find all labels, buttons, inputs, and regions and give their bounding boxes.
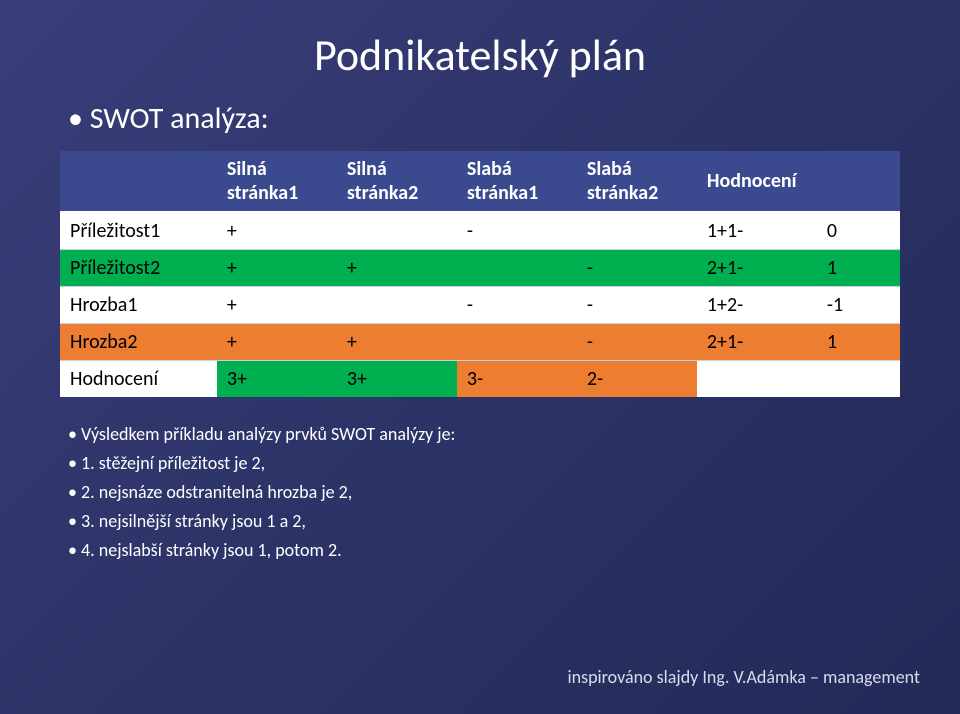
table-cell xyxy=(457,250,577,287)
table-row: Příležitost2++-2+1-1 xyxy=(60,250,900,287)
table-cell: - xyxy=(457,287,577,324)
results-item: 4. nejslabší stránky jsou 1, potom 2. xyxy=(68,537,900,564)
slide-container: Podnikatelský plán SWOT analýza: Silná s… xyxy=(0,0,960,714)
table-header-cell xyxy=(60,151,217,212)
table-row: Hodnocení3+3+3-2- xyxy=(60,361,900,398)
table-cell: + xyxy=(217,324,337,361)
table-header-cell: Slabá stránka2 xyxy=(577,151,697,212)
table-cell: 1 xyxy=(817,324,900,361)
results-item: 2. nejsnáze odstranitelná hrozba je 2, xyxy=(68,479,900,506)
table-cell: 3+ xyxy=(217,361,337,398)
table-cell xyxy=(337,212,457,250)
table-cell: Příležitost2 xyxy=(60,250,217,287)
table-header-cell: Slabá stránka1 xyxy=(457,151,577,212)
table-cell: - xyxy=(457,212,577,250)
table-header-cell xyxy=(817,151,900,212)
results-lead: Výsledkem příkladu analýzy prvků SWOT an… xyxy=(68,421,900,448)
table-cell xyxy=(817,361,900,398)
table-cell: 0 xyxy=(817,212,900,250)
table-cell: 2+1- xyxy=(697,324,817,361)
table-cell xyxy=(457,324,577,361)
table-cell: + xyxy=(217,250,337,287)
table-cell: Příležitost1 xyxy=(60,212,217,250)
table-cell: - xyxy=(577,287,697,324)
table-header-cell: Hodnocení xyxy=(697,151,817,212)
table-cell: + xyxy=(217,212,337,250)
swot-table-head: Silná stránka1Silná stránka2Slabá stránk… xyxy=(60,151,900,212)
table-cell: Hrozba1 xyxy=(60,287,217,324)
results-block: Výsledkem příkladu analýzy prvků SWOT an… xyxy=(60,421,900,564)
table-cell: + xyxy=(217,287,337,324)
table-cell: -1 xyxy=(817,287,900,324)
table-cell: 3- xyxy=(457,361,577,398)
table-cell xyxy=(577,212,697,250)
footer-citation: inspirováno slajdy Ing. V.Adámka – manag… xyxy=(567,666,920,688)
table-row: Hrozba2++-2+1-1 xyxy=(60,324,900,361)
table-cell: - xyxy=(577,324,697,361)
table-cell: 2- xyxy=(577,361,697,398)
table-cell: Hodnocení xyxy=(60,361,217,398)
slide-subtitle: SWOT analýza: xyxy=(68,100,900,137)
table-cell: 1 xyxy=(817,250,900,287)
table-cell: Hrozba2 xyxy=(60,324,217,361)
swot-table: Silná stránka1Silná stránka2Slabá stránk… xyxy=(60,151,900,397)
table-cell xyxy=(697,361,817,398)
table-row: Příležitost1+ - 1+1-0 xyxy=(60,212,900,250)
results-item: 1. stěžejní příležitost je 2, xyxy=(68,450,900,477)
table-header-cell: Silná stránka2 xyxy=(337,151,457,212)
table-cell: 3+ xyxy=(337,361,457,398)
table-cell: 2+1- xyxy=(697,250,817,287)
table-cell: 1+2- xyxy=(697,287,817,324)
table-cell: - xyxy=(577,250,697,287)
swot-table-body: Příležitost1+-1+1-0Příležitost2++-2+1-1H… xyxy=(60,212,900,397)
table-row: Hrozba1+--1+2--1 xyxy=(60,287,900,324)
table-cell: + xyxy=(337,324,457,361)
results-item: 3. nejsilnější stránky jsou 1 a 2, xyxy=(68,508,900,535)
table-header-cell: Silná stránka1 xyxy=(217,151,337,212)
slide-title: Podnikatelský plán xyxy=(60,28,900,82)
table-cell xyxy=(337,287,457,324)
table-cell: + xyxy=(337,250,457,287)
table-cell: 1+1- xyxy=(697,212,817,250)
